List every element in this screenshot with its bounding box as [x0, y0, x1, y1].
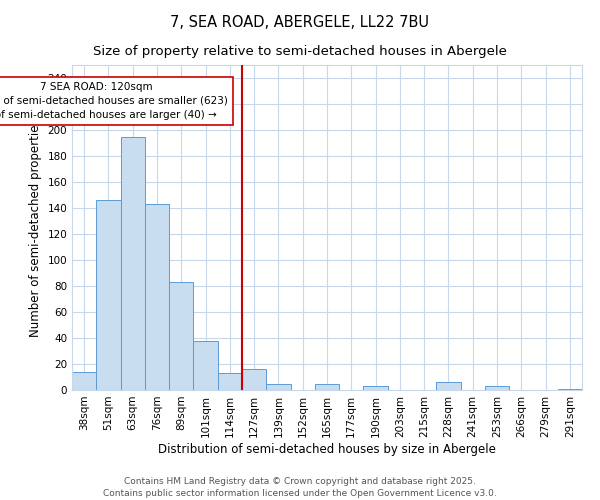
Bar — [121, 136, 145, 390]
Bar — [218, 373, 242, 390]
Bar — [193, 340, 218, 390]
Bar — [96, 200, 121, 390]
Text: Contains HM Land Registry data © Crown copyright and database right 2025.
Contai: Contains HM Land Registry data © Crown c… — [103, 476, 497, 498]
Bar — [364, 386, 388, 390]
Text: Size of property relative to semi-detached houses in Abergele: Size of property relative to semi-detach… — [93, 45, 507, 58]
Bar — [558, 388, 582, 390]
Bar — [145, 204, 169, 390]
Y-axis label: Number of semi-detached properties: Number of semi-detached properties — [29, 118, 42, 337]
Bar — [436, 382, 461, 390]
X-axis label: Distribution of semi-detached houses by size in Abergele: Distribution of semi-detached houses by … — [158, 442, 496, 456]
Text: 7 SEA ROAD: 120sqm
← 94% of semi-detached houses are smaller (623)
6% of semi-de: 7 SEA ROAD: 120sqm ← 94% of semi-detache… — [0, 82, 228, 120]
Bar — [242, 369, 266, 390]
Bar — [169, 282, 193, 390]
Text: 7, SEA ROAD, ABERGELE, LL22 7BU: 7, SEA ROAD, ABERGELE, LL22 7BU — [170, 15, 430, 30]
Bar — [266, 384, 290, 390]
Bar — [72, 372, 96, 390]
Bar — [315, 384, 339, 390]
Bar — [485, 386, 509, 390]
